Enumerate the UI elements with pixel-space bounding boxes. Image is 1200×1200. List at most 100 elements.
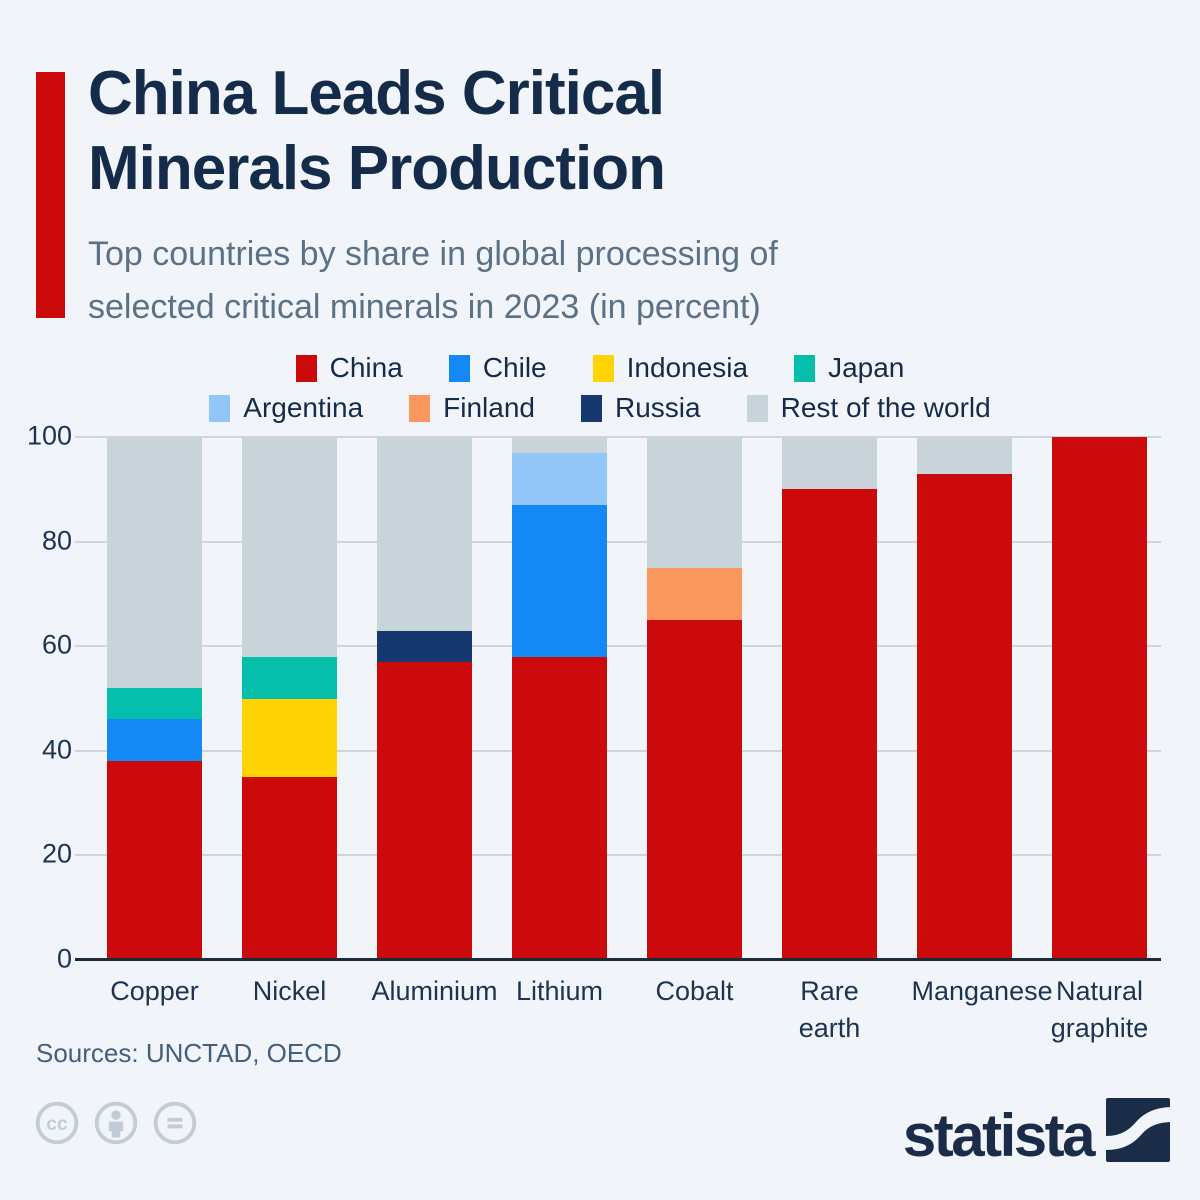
legend-swatch-argentina (209, 394, 231, 422)
legend-label-rest-of-the-world: Rest of the world (780, 392, 991, 423)
segment-copper-china[interactable] (107, 761, 202, 960)
chart-title: China Leads Critical Minerals Production (88, 59, 666, 203)
segment-manganese-rest-of-the-world[interactable] (917, 437, 1012, 474)
legend-item-argentina[interactable]: Argentina (209, 392, 363, 424)
legend: China Chile Indonesia Japan Argentina Finland… (0, 352, 1200, 424)
segment-nickel-japan[interactable] (242, 656, 337, 699)
legend-label-japan: Japan (828, 352, 905, 383)
legend-label-chile: Chile (482, 352, 547, 383)
x-label-cell-rare-earth: Rare earth (782, 973, 877, 1057)
segment-nickel-china[interactable] (242, 776, 337, 960)
segment-aluminium-rest-of-the-world[interactable] (377, 437, 472, 631)
statista-wordmark: statista (902, 1102, 1096, 1169)
bar-natural-graphite[interactable] (1052, 437, 1147, 960)
bar-cobalt[interactable] (647, 437, 742, 960)
bar-aluminium[interactable] (377, 437, 472, 960)
bar-rare-earth[interactable] (782, 437, 877, 960)
gridline-20 (75, 854, 1161, 857)
segment-cobalt-finland[interactable] (647, 567, 742, 621)
legend-swatch-indonesia (592, 354, 614, 382)
segment-lithium-rest-of-the-world[interactable] (512, 437, 607, 453)
segment-natural-graphite-china[interactable] (1052, 437, 1147, 960)
x-label-cobalt: Cobalt (655, 976, 734, 1006)
x-label-nickel: Nickel (252, 976, 327, 1006)
bar-copper[interactable] (107, 437, 202, 960)
segment-copper-rest-of-the-world[interactable] (107, 437, 202, 689)
y-tick-60: 60 (41, 629, 72, 660)
legend-label-argentina: Argentina (243, 392, 364, 423)
legend-label-china: China (329, 352, 403, 383)
segment-copper-japan[interactable] (107, 688, 202, 720)
statista-logo-mark (1106, 1098, 1170, 1162)
x-label-cell-aluminium: Aluminium (372, 973, 498, 1057)
legend-swatch-finland (409, 394, 431, 422)
gridline-40 (75, 749, 1161, 752)
legend-swatch-russia (581, 394, 602, 422)
x-label-aluminium: Aluminium (371, 976, 498, 1006)
legend-row-1: China Chile Indonesia Japan (295, 352, 904, 384)
segment-rare-earth-china[interactable] (782, 489, 877, 960)
x-label-natural-graphite: Natural graphite (1050, 976, 1149, 1043)
y-tick-100: 100 (26, 420, 72, 451)
x-label-cell-lithium: Lithium (512, 973, 607, 1057)
license-icons: cc (34, 1100, 198, 1146)
legend-item-rest-of-the-world[interactable]: Rest of the world (746, 392, 991, 424)
x-label-lithium: Lithium (515, 976, 604, 1006)
segment-cobalt-china[interactable] (647, 620, 742, 960)
y-tick-0: 0 (56, 943, 72, 974)
nd-equals-icon[interactable] (152, 1100, 198, 1146)
x-axis-labels: Copper Nickel Aluminium Lithium Cobalt Rare e… (88, 973, 1161, 1057)
segment-copper-chile[interactable] (107, 719, 202, 762)
bar-lithium[interactable] (512, 437, 607, 960)
segment-lithium-argentina[interactable] (512, 452, 607, 506)
plot-area: 0 20 40 60 80 100 (27, 420, 1161, 973)
x-label-cell-cobalt: Cobalt (647, 973, 742, 1057)
bar-manganese[interactable] (917, 437, 1012, 960)
bar-nickel[interactable] (242, 437, 337, 960)
legend-item-indonesia[interactable]: Indonesia (592, 352, 749, 384)
segment-lithium-chile[interactable] (512, 505, 607, 657)
statista-logo[interactable]: statista (902, 1098, 1170, 1169)
x-label-rare-earth: Rare earth (798, 976, 861, 1043)
segment-rare-earth-rest-of-the-world[interactable] (782, 437, 877, 490)
gridline-100 (75, 436, 1161, 438)
segment-nickel-rest-of-the-world[interactable] (242, 437, 337, 657)
sources-note: Sources: UNCTAD, OECD (36, 1038, 342, 1068)
x-axis-line (75, 958, 1161, 961)
y-tick-20: 20 (41, 838, 72, 869)
segment-lithium-china[interactable] (512, 656, 607, 960)
gridline-60 (75, 645, 1161, 648)
title-accent-bar (36, 72, 65, 318)
cc-icon[interactable]: cc (34, 1100, 80, 1146)
legend-item-finland[interactable]: Finland (409, 392, 535, 424)
legend-label-finland: Finland (443, 392, 535, 423)
legend-row-2: Argentina Finland Russia Rest of the world (209, 392, 991, 424)
y-tick-40: 40 (41, 734, 72, 765)
legend-item-japan[interactable]: Japan (794, 352, 904, 384)
x-label-copper: Copper (110, 976, 199, 1006)
legend-label-indonesia: Indonesia (626, 352, 749, 383)
legend-swatch-rest-of-the-world (746, 394, 768, 422)
segment-aluminium-china[interactable] (377, 661, 472, 960)
x-label-cell-nickel: Nickel (242, 973, 337, 1057)
segment-cobalt-rest-of-the-world[interactable] (647, 437, 742, 568)
segment-manganese-china[interactable] (917, 473, 1012, 960)
legend-item-russia[interactable]: Russia (581, 392, 701, 424)
legend-swatch-china (295, 354, 317, 382)
x-label-cell-manganese: Manganese (912, 973, 1053, 1057)
x-label-cell-copper: Copper (107, 973, 202, 1057)
bars (88, 437, 1161, 960)
legend-item-china[interactable]: China (295, 352, 403, 384)
y-tick-80: 80 (41, 524, 72, 555)
legend-swatch-chile (448, 354, 470, 382)
by-person-icon[interactable] (93, 1100, 139, 1146)
legend-swatch-japan (794, 354, 816, 382)
x-label-cell-natural-graphite: Natural graphite (1051, 973, 1149, 1057)
gridline-80 (75, 540, 1161, 543)
segment-aluminium-russia[interactable] (377, 630, 472, 662)
legend-item-chile[interactable]: Chile (448, 352, 547, 384)
svg-text:cc: cc (46, 1114, 68, 1135)
x-label-manganese: Manganese (911, 976, 1053, 1006)
segment-nickel-indonesia[interactable] (242, 698, 337, 777)
